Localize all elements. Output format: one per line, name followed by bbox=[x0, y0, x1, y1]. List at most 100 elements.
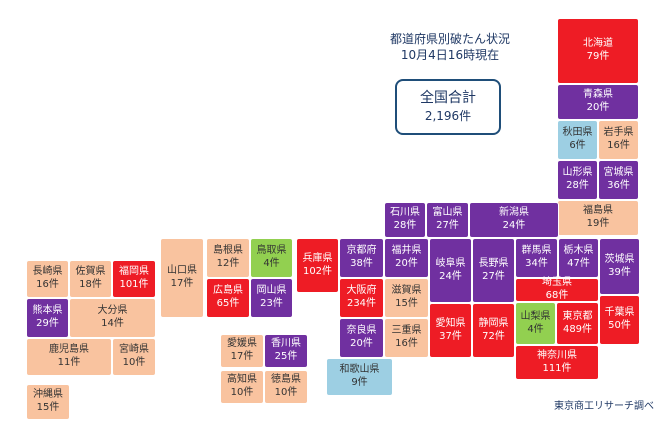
prefecture-name: 熊本県 bbox=[32, 305, 63, 316]
prefecture-count: 24件 bbox=[439, 270, 462, 282]
prefecture-name: 栃木県 bbox=[563, 245, 594, 256]
prefecture-wakayama: 和歌山県 9件 bbox=[326, 358, 393, 396]
prefecture-name: 香川県 bbox=[271, 338, 301, 349]
prefecture-gifu: 岐阜県 24件 bbox=[429, 238, 472, 303]
prefecture-count: 489件 bbox=[562, 323, 593, 335]
prefecture-tochigi: 栃木県 47件 bbox=[558, 238, 599, 278]
prefecture-tokushima: 徳島県 10件 bbox=[264, 370, 308, 404]
prefecture-okayama: 岡山県 23件 bbox=[250, 278, 293, 318]
prefecture-count: 27件 bbox=[482, 270, 505, 282]
prefecture-count: 17件 bbox=[230, 351, 254, 362]
prefecture-name: 岩手県 bbox=[603, 127, 634, 138]
prefecture-count: 15件 bbox=[395, 298, 418, 309]
prefecture-count: 11件 bbox=[57, 357, 81, 368]
prefecture-name: 奈良県 bbox=[346, 325, 377, 336]
prefecture-yamagata: 山形県 28件 bbox=[557, 160, 598, 200]
source-credit: 東京商工リサーチ調べ bbox=[554, 401, 654, 412]
prefecture-count: 16件 bbox=[607, 140, 630, 151]
prefecture-shimane: 島根県 12件 bbox=[206, 238, 250, 278]
prefecture-count: 50件 bbox=[608, 320, 631, 331]
prefecture-count: 28件 bbox=[393, 220, 417, 231]
prefecture-nagasaki: 長崎県 16件 bbox=[26, 260, 69, 298]
prefecture-name: 山梨県 bbox=[520, 310, 551, 322]
prefecture-count: 10件 bbox=[230, 387, 254, 398]
prefecture-name: 青森県 bbox=[583, 89, 613, 100]
prefecture-okinawa: 沖縄県 15件 bbox=[26, 384, 70, 420]
national-total-label: 全国合計 bbox=[420, 90, 476, 106]
prefecture-niigata: 新潟県 24件 bbox=[469, 202, 559, 238]
prefecture-chiba: 千葉県 50件 bbox=[599, 295, 640, 345]
prefecture-akita: 秋田県 6件 bbox=[557, 120, 598, 160]
prefecture-hyogo: 兵庫県 102件 bbox=[296, 238, 339, 293]
prefecture-oita: 大分県 14件 bbox=[69, 298, 156, 338]
prefecture-count: 16件 bbox=[395, 338, 418, 349]
prefecture-fukushima: 福島県 19件 bbox=[557, 200, 639, 236]
prefecture-kagawa: 香川県 25件 bbox=[264, 334, 308, 368]
prefecture-count: 38件 bbox=[350, 258, 373, 269]
prefecture-aichi: 愛知県 37件 bbox=[429, 303, 472, 358]
prefecture-toyama: 富山県 27件 bbox=[426, 202, 469, 238]
prefecture-tokyo: 東京都 489件 bbox=[556, 302, 599, 345]
prefecture-count: 23件 bbox=[260, 298, 283, 309]
prefecture-name: 東京都 bbox=[562, 310, 593, 322]
prefecture-name: 千葉県 bbox=[604, 307, 635, 318]
prefecture-count: 102件 bbox=[302, 265, 333, 277]
prefecture-kochi: 高知県 10件 bbox=[220, 370, 264, 404]
prefecture-count: 68件 bbox=[545, 290, 569, 301]
prefecture-name: 島根県 bbox=[213, 245, 243, 256]
prefecture-name: 福島県 bbox=[583, 205, 613, 216]
prefecture-count: 37件 bbox=[439, 330, 462, 342]
prefecture-name: 石川県 bbox=[390, 207, 420, 218]
prefecture-name: 埼玉県 bbox=[542, 277, 572, 288]
prefecture-count: 47件 bbox=[567, 258, 590, 269]
prefecture-count: 10件 bbox=[274, 387, 298, 398]
prefecture-count: 72件 bbox=[482, 330, 505, 342]
prefecture-count: 79件 bbox=[586, 51, 610, 62]
prefecture-count: 20件 bbox=[395, 258, 418, 269]
prefecture-hokkaido: 北海道 79件 bbox=[557, 18, 639, 84]
prefecture-yamaguchi: 山口県 17件 bbox=[160, 238, 204, 318]
prefecture-kumamoto: 熊本県 29件 bbox=[26, 298, 69, 338]
prefecture-name: 徳島県 bbox=[271, 374, 301, 385]
prefecture-name: 大阪府 bbox=[346, 285, 377, 296]
prefecture-name: 宮崎県 bbox=[119, 344, 149, 355]
national-total-value: 2,196件 bbox=[424, 109, 472, 123]
prefecture-name: 愛媛県 bbox=[227, 338, 257, 349]
prefecture-name: 福井県 bbox=[391, 245, 422, 256]
prefecture-name: 長崎県 bbox=[32, 266, 63, 277]
prefecture-count: 234件 bbox=[346, 298, 377, 309]
prefecture-name: 広島県 bbox=[213, 285, 243, 296]
prefecture-count: 101件 bbox=[119, 279, 149, 290]
prefecture-name: 愛知県 bbox=[435, 317, 466, 329]
prefecture-name: 富山県 bbox=[432, 207, 463, 218]
prefecture-nara: 奈良県 20件 bbox=[339, 318, 384, 358]
prefecture-count: 28件 bbox=[566, 180, 589, 191]
prefecture-fukui: 福井県 20件 bbox=[384, 238, 429, 278]
prefecture-name: 山口県 bbox=[167, 265, 197, 276]
prefecture-count: 18件 bbox=[79, 279, 102, 290]
prefecture-osaka: 大阪府 234件 bbox=[339, 278, 384, 318]
prefecture-name: 茨城県 bbox=[604, 253, 635, 265]
prefecture-name: 京都府 bbox=[346, 245, 377, 256]
title-line-1: 都道府県別破たん状況 bbox=[389, 32, 510, 46]
prefecture-yamanashi: 山梨県 4件 bbox=[515, 302, 556, 345]
prefecture-kanagawa: 神奈川県 111件 bbox=[515, 345, 599, 380]
prefecture-name: 滋賀県 bbox=[391, 285, 422, 296]
prefecture-count: 15件 bbox=[36, 402, 60, 413]
prefecture-count: 20件 bbox=[586, 102, 610, 113]
prefecture-saitama: 埼玉県 68件 bbox=[515, 277, 599, 302]
prefecture-count: 29件 bbox=[36, 318, 59, 329]
prefecture-name: 沖縄県 bbox=[33, 389, 63, 400]
prefecture-count: 14件 bbox=[101, 318, 124, 329]
prefecture-count: 65件 bbox=[216, 298, 240, 309]
prefecture-fukuoka: 福岡県 101件 bbox=[112, 260, 156, 298]
prefecture-mie: 三重県 16件 bbox=[384, 318, 429, 358]
title-line-2: 10月4日16時現在 bbox=[400, 48, 500, 62]
prefecture-aomori: 青森県 20件 bbox=[557, 84, 639, 120]
prefecture-name: 高知県 bbox=[227, 374, 257, 385]
prefecture-count: 9件 bbox=[351, 377, 368, 388]
prefecture-count: 27件 bbox=[436, 220, 459, 231]
prefecture-name: 和歌山県 bbox=[339, 364, 380, 375]
prefecture-count: 12件 bbox=[216, 258, 240, 269]
